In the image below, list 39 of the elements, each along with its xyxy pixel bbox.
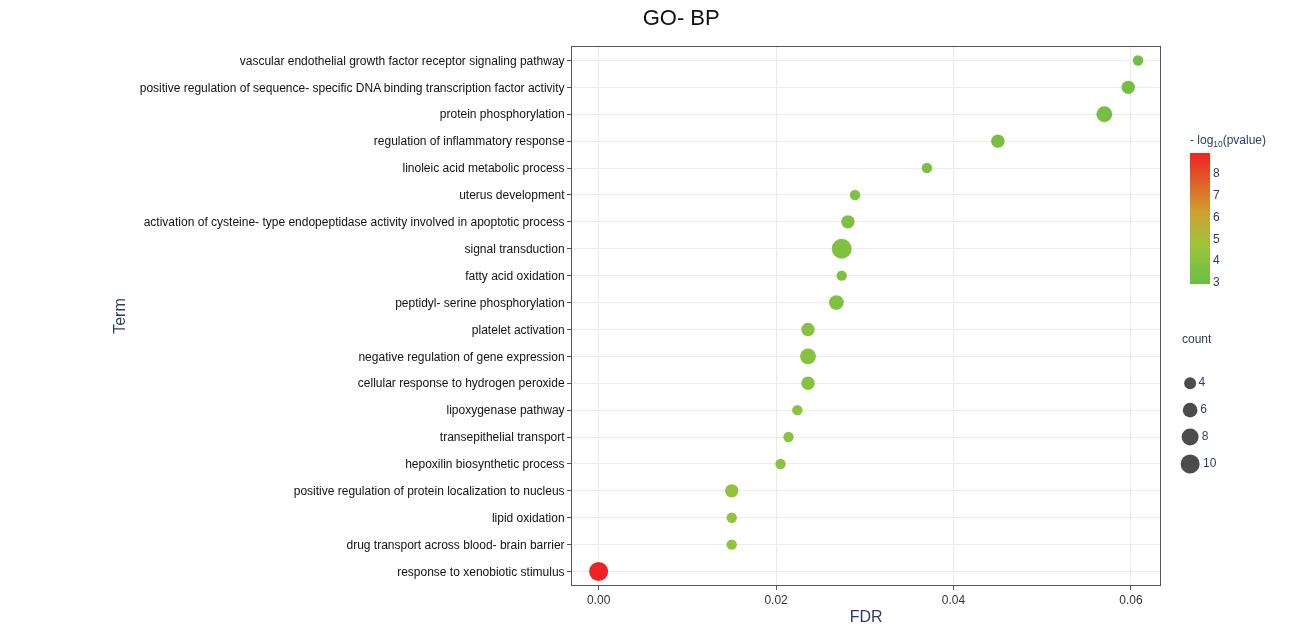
y-tick-label: regulation of inflammatory response (373, 134, 565, 149)
y-tick-label: uterus development (459, 188, 566, 203)
y-tick-label: lipoxygenase pathway (446, 403, 565, 418)
y-tick-label: peptidyl- serine phosphorylation (395, 295, 565, 310)
color-bar-label: 5 (1212, 231, 1220, 246)
chart-title: GO- BP (642, 4, 720, 30)
legend-label: 4 (1198, 375, 1206, 390)
x-tick-label: 0.06 (1119, 593, 1143, 608)
color-bar-label: 4 (1212, 253, 1220, 268)
y-tick-label: hepoxilin biosynthetic process (405, 457, 565, 472)
y-tick-label: drug transport across blood- brain barrier (346, 537, 565, 552)
y-axis-title: Term (110, 298, 128, 334)
color-bar-label: 8 (1212, 165, 1220, 180)
x-tick-label: 0.02 (764, 593, 789, 608)
y-tick-label: positive regulation of sequence- specific DNA binding transcription factor activity (139, 80, 565, 95)
y-tick-label: protein phosphorylation (439, 107, 565, 122)
y-tick-label: fatty acid oxidation (465, 268, 565, 283)
y-tick-label: lipid oxidation (491, 510, 565, 525)
legend-label: 6 (1200, 402, 1208, 417)
x-tick-label: 0.04 (941, 593, 966, 608)
y-tick-label: response to xenobiotic stimulus (397, 564, 565, 579)
x-axis-title: FDR (849, 608, 883, 626)
y-tick-label: cellular response to hydrogen peroxide (357, 376, 565, 391)
y-tick-label: signal transduction (464, 241, 565, 256)
color-bar-label: 6 (1212, 209, 1220, 224)
y-tick-label: vascular endothelial growth factor receptor signaling pathway (239, 53, 565, 68)
y-tick-label: transepithelial transport (439, 430, 566, 445)
legend-label: 10 (1202, 455, 1217, 470)
y-tick-label: platelet activation (471, 322, 565, 337)
y-tick-label: linoleic acid metabolic process (402, 161, 565, 176)
legend-label: 8 (1201, 429, 1209, 444)
color-bar-title: - log$_{10}$(pvalue) (1190, 133, 1267, 149)
y-tick-label: negative regulation of gene expression (358, 349, 565, 364)
x-tick-label: 0.00 (586, 593, 611, 608)
y-tick-label: activation of cysteine- type endopeptidase activity involved in apoptotic process (143, 215, 565, 230)
color-bar-label: 7 (1212, 187, 1220, 202)
legend-title: count (1182, 332, 1213, 346)
y-tick-label: positive regulation of protein localization to nucleus (293, 484, 565, 499)
color-bar-label: 3 (1212, 275, 1220, 290)
